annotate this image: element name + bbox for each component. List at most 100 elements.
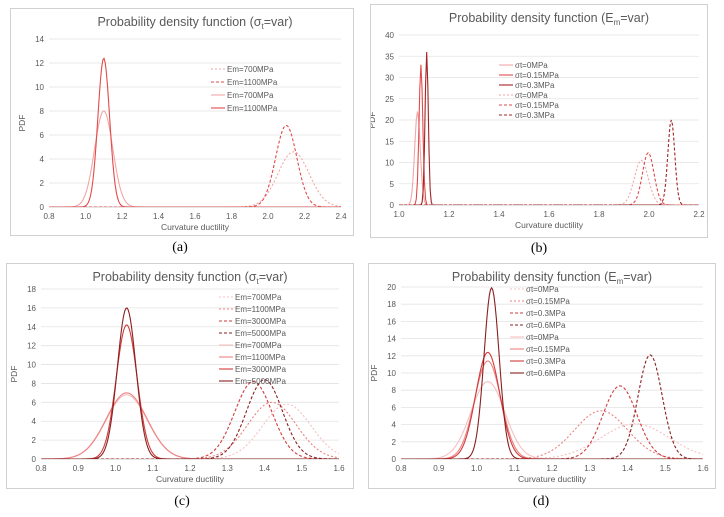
series-line [399,111,699,205]
legend-entry: σt=0.6MPa [526,321,566,330]
y-tick-label: 18 [27,285,36,294]
chart-panel-b: Probability density function (Em=var) 0 5 1… [367,4,708,238]
chart-c-svg: Probability density function (σt=var) 0 2 4… [9,270,345,484]
x-tick-label: 1.3 [584,464,596,473]
x-tick-label: 2.0 [262,212,274,221]
y-tick-label: 6 [392,403,397,412]
legend-entry: σt=0.3MPa [515,81,555,90]
chart-title: Probability density function (σt=var) [97,15,292,31]
series-line [399,151,699,205]
y-axis-label: PDF [17,115,27,132]
x-axis-label: Curvature ductility [156,474,225,484]
series-line [41,307,339,459]
chart-panel-d: Probability density function (Em=var) 0 2 4… [368,263,716,489]
y-tick-label: 35 [385,52,394,61]
legend-entry: σt=0.6MPa [526,369,566,378]
panel-label-d: (d) [532,494,550,509]
panel-label-a: (a) [172,240,188,255]
series-line [399,159,699,205]
x-tick-label: 0.8 [395,464,407,473]
y-tick-label: 18 [387,300,396,309]
series-line [41,392,339,459]
series-line [401,351,703,459]
y-tick-label: 20 [385,116,394,125]
y-tick-label: 0 [392,455,397,464]
x-tick-label: 1.6 [697,464,709,473]
legend-entry: Em=5000MPa [235,377,286,386]
chart-title: Probability density function (Em=var) [452,270,652,286]
x-tick-label: 1.4 [622,464,634,473]
legend-entry: Em=3000MPa [235,365,286,374]
x-tick-label: 2.2 [299,212,311,221]
x-tick-label: 1.5 [296,464,308,473]
chart-b-svg: Probability density function (Em=var) 0 5 1… [367,11,705,230]
legend-entry: Em=700MPa [235,293,282,302]
panel-label-c: (c) [174,494,190,509]
panel-label-b: (b) [530,241,548,256]
legend-entry: σt=0MPa [515,61,548,70]
x-tick-label: 1.0 [393,210,405,219]
y-tick-label: 10 [385,159,394,168]
y-tick-label: 4 [32,417,37,426]
legend-entry: Em=3000MPa [235,317,286,326]
x-tick-label: 1.8 [226,212,238,221]
x-tick-label: 0.9 [433,464,445,473]
legend-entry: σt=0.3MPa [526,309,566,318]
y-tick-label: 0 [40,203,45,212]
series-line [49,110,341,207]
x-tick-label: 1.6 [189,212,201,221]
chart-panel-c: Probability density function (σt=var) 0 2 4… [6,263,354,489]
x-tick-label: 1.0 [471,464,483,473]
y-tick-label: 2 [40,179,45,188]
x-tick-label: 2.4 [335,212,347,221]
legend-entry: Em=5000MPa [235,329,286,338]
y-tick-label: 6 [32,398,37,407]
y-axis-label: PDF [371,112,377,129]
legend-entry: Em=1100MPa [227,78,278,87]
legend-entry: Em=1100MPa [235,353,286,362]
x-tick-label: 0.8 [35,464,47,473]
y-tick-label: 10 [27,361,36,370]
y-tick-label: 0 [32,455,37,464]
x-tick-label: 1.1 [509,464,521,473]
y-tick-label: 15 [385,137,394,146]
x-axis-label: Curvature ductility [515,220,584,230]
series-line [401,360,703,459]
legend-entry: σt=0.15MPa [526,345,570,354]
y-tick-label: 6 [40,131,45,140]
x-tick-label: 1.2 [116,212,128,221]
chart-title: Probability density function (σt=var) [92,270,287,286]
series-line [49,57,341,207]
x-tick-label: 1.6 [543,210,555,219]
x-tick-label: 1.4 [153,212,165,221]
y-tick-label: 0 [390,201,395,210]
y-tick-label: 16 [387,317,396,326]
x-tick-label: 0.8 [43,212,55,221]
y-tick-label: 14 [27,323,36,332]
y-tick-label: 16 [27,304,36,313]
y-tick-label: 10 [35,83,44,92]
x-tick-label: 1.0 [110,464,122,473]
legend-entry: Em=700MPa [227,91,274,100]
series-line [401,385,703,459]
y-tick-label: 30 [385,74,394,83]
legend-entry: Em=1100MPa [235,305,286,314]
series-line [41,381,339,459]
x-axis-label: Curvature ductility [161,222,230,232]
legend-entry: Em=700MPa [235,341,282,350]
x-tick-label: 0.9 [73,464,85,473]
legend-entry: σt=0MPa [526,333,559,342]
x-tick-label: 1.2 [184,464,196,473]
legend-entry: Em=700MPa [227,65,274,74]
y-axis-label: PDF [9,366,19,383]
legend-entry: Em=1100MPa [227,104,278,113]
x-tick-label: 1.3 [222,464,234,473]
y-tick-label: 8 [40,107,45,116]
y-tick-label: 40 [385,31,394,40]
y-tick-label: 4 [392,421,397,430]
chart-d-svg: Probability density function (Em=var) 0 2 4… [369,270,709,484]
x-tick-label: 1.6 [333,464,345,473]
x-tick-label: 2.2 [693,210,705,219]
chart-title: Probability density function (Em=var) [449,11,649,27]
legend-entry: σt=0.3MPa [515,111,555,120]
